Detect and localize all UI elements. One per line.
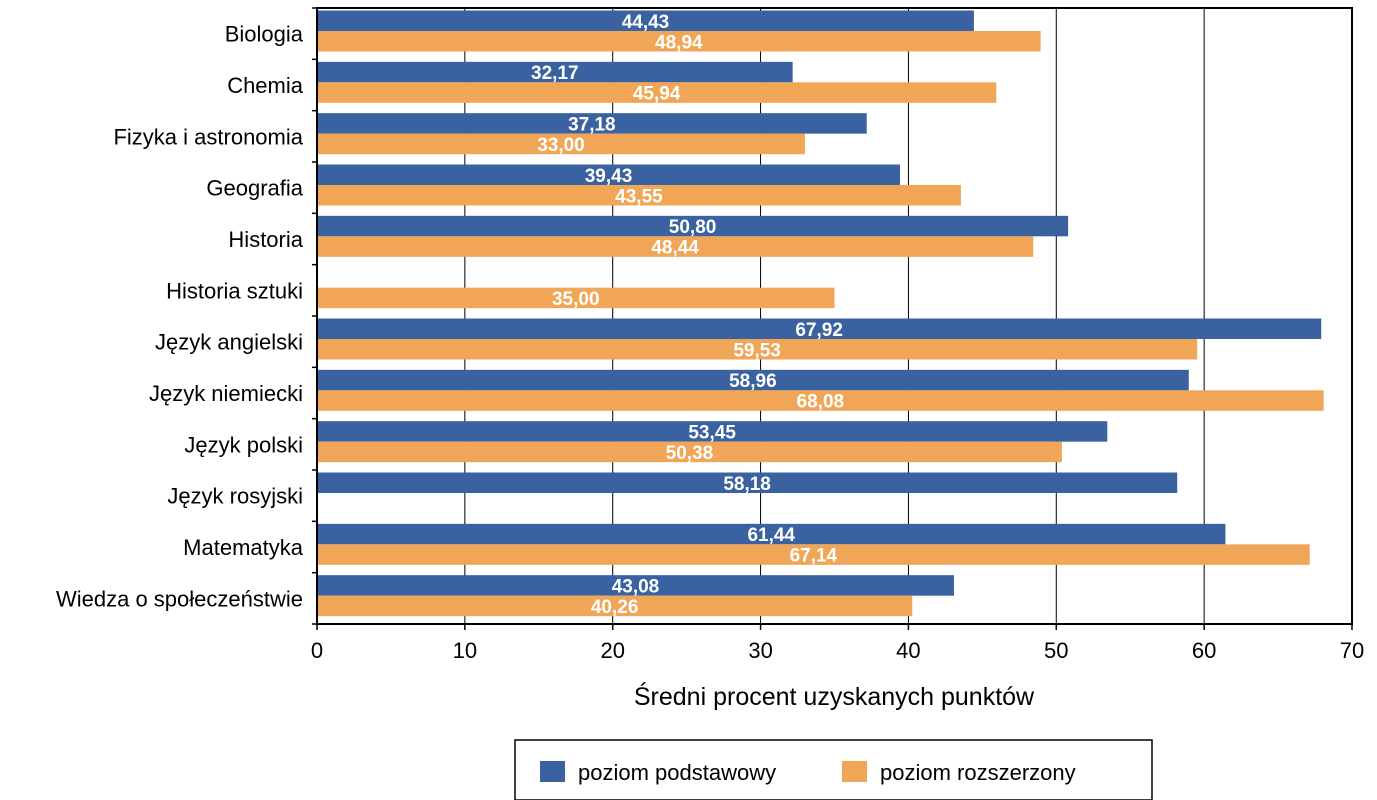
bar <box>317 369 1189 391</box>
legend-swatch <box>540 761 565 782</box>
bar <box>317 10 974 31</box>
bar <box>317 575 954 596</box>
category-label: Biologia <box>225 22 304 47</box>
category-label: Matematyka <box>183 535 304 560</box>
data-label: 48,44 <box>651 238 699 259</box>
category-label: Język rosyjski <box>167 484 303 509</box>
data-label: 39,43 <box>585 166 633 187</box>
legend-box <box>514 739 1153 800</box>
data-label: 43,55 <box>615 186 663 207</box>
data-label: 33,00 <box>537 135 585 156</box>
legend-label: poziom rozszerzony <box>880 760 1076 785</box>
bar <box>317 164 901 185</box>
data-label: 35,00 <box>552 289 600 310</box>
category-label: Język angielski <box>155 330 303 355</box>
x-tick-label: 70 <box>1340 638 1364 663</box>
data-label: 44,43 <box>622 12 670 33</box>
legend-swatch <box>842 761 867 782</box>
bar <box>317 133 805 155</box>
data-label: 40,26 <box>591 597 639 618</box>
bar <box>317 544 1310 565</box>
data-label: 58,18 <box>723 474 771 495</box>
data-label: 50,38 <box>666 443 714 464</box>
data-label: 59,53 <box>733 340 781 361</box>
bar <box>317 421 1108 442</box>
data-label: 32,17 <box>531 63 579 84</box>
legend-label: poziom podstawowy <box>578 760 776 785</box>
x-tick-label: 40 <box>896 638 920 663</box>
category-label: Geografia <box>206 176 303 201</box>
x-tick-label: 30 <box>748 638 772 663</box>
data-label: 61,44 <box>747 525 795 546</box>
data-label: 58,96 <box>729 371 777 392</box>
x-axis-title: Średni procent uzyskanych punktów <box>634 681 1035 711</box>
data-label: 43,08 <box>612 576 660 597</box>
data-label: 67,92 <box>795 320 843 341</box>
grid-lines <box>464 8 1205 624</box>
bar <box>317 523 1226 545</box>
bar <box>317 82 997 103</box>
bar <box>317 287 835 309</box>
data-label: 67,14 <box>790 546 838 567</box>
category-label: Język niemiecki <box>149 381 303 406</box>
data-label: 50,80 <box>669 217 717 238</box>
legend: poziom podstawowy poziom rozszerzony <box>514 739 1153 800</box>
data-label: 53,45 <box>688 422 736 443</box>
x-tick-label: 50 <box>1044 638 1068 663</box>
category-labels: Biologia Chemia Fizyka i astronomia Geograf… <box>56 7 317 625</box>
x-axis-ticks: 0 10 20 30 40 50 60 70 <box>311 624 1364 663</box>
bar <box>317 31 1041 52</box>
bar <box>317 113 867 134</box>
bar <box>317 236 1034 257</box>
category-label: Chemia <box>227 73 304 98</box>
category-label: Fizyka i astronomia <box>113 124 303 149</box>
category-label: Historia <box>228 227 303 252</box>
data-label: 68,08 <box>797 392 845 413</box>
x-tick-label: 60 <box>1192 638 1216 663</box>
data-label: 48,94 <box>655 32 703 53</box>
bar <box>317 595 913 617</box>
data-label: 45,94 <box>633 84 681 105</box>
x-tick-label: 20 <box>600 638 624 663</box>
bar <box>317 441 1062 463</box>
bar <box>317 185 961 206</box>
x-tick-label: 10 <box>453 638 477 663</box>
bar <box>317 318 1322 339</box>
data-label: 37,18 <box>568 114 616 135</box>
bar <box>317 339 1198 360</box>
x-tick-label: 0 <box>311 638 323 663</box>
bar <box>317 472 1178 493</box>
category-label: Historia sztuki <box>166 278 303 303</box>
category-label: Język polski <box>184 432 303 457</box>
bar <box>317 61 793 83</box>
bar <box>317 390 1324 411</box>
bar <box>317 215 1069 237</box>
category-label: Wiedza o społeczeństwie <box>56 586 303 611</box>
